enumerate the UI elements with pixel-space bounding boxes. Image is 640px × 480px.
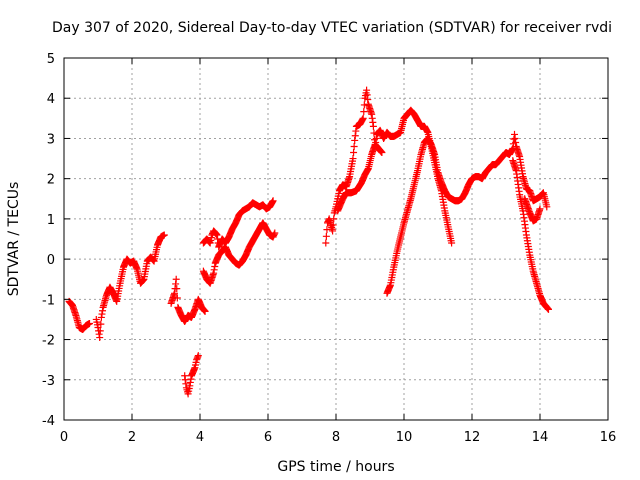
data-point [160, 231, 168, 239]
data-point [349, 155, 357, 163]
data-point [329, 227, 337, 235]
data-point [350, 142, 358, 150]
x-axis-label: GPS time / hours [277, 459, 394, 475]
data-point [172, 275, 180, 283]
data-point [360, 101, 368, 109]
data-point [350, 149, 358, 157]
x-tick-label: 2 [128, 430, 136, 445]
data-point [173, 294, 181, 302]
data-point [96, 327, 104, 335]
data-point [543, 203, 551, 211]
y-tick-label: -1 [42, 293, 55, 308]
data-point [201, 307, 209, 315]
y-tick-label: 4 [47, 92, 55, 107]
y-tick-label: 0 [47, 253, 55, 268]
y-tick-label: 1 [47, 213, 55, 228]
x-tick-label: 6 [264, 430, 272, 445]
data-point [322, 239, 330, 247]
x-tick-label: 14 [532, 430, 549, 445]
y-tick-label: -4 [42, 414, 55, 429]
chart-title: Day 307 of 2020, Sidereal Day-to-day VTE… [52, 20, 612, 36]
data-point [269, 197, 277, 205]
x-tick-label: 12 [464, 430, 481, 445]
y-tick-label: -3 [42, 374, 55, 389]
data-point [322, 232, 330, 240]
data-point [448, 239, 456, 247]
data-point [369, 122, 377, 130]
data-point [360, 108, 368, 116]
data-point [173, 285, 181, 293]
data-point [194, 352, 202, 360]
x-tick-label: 8 [332, 430, 340, 445]
y-axis-label: SDTVAR / TECUs [6, 182, 22, 297]
data-point [545, 305, 552, 313]
x-tick-label: 0 [60, 430, 68, 445]
data-points [65, 86, 552, 398]
data-point [536, 205, 544, 213]
y-tick-label: 3 [47, 132, 55, 147]
y-tick-label: 5 [47, 52, 55, 67]
data-point [96, 334, 104, 342]
y-tick-label: -2 [42, 334, 55, 349]
y-tick-label: 2 [47, 173, 55, 188]
data-point [378, 149, 386, 157]
data-point [329, 221, 337, 229]
data-point [86, 319, 93, 327]
data-point [97, 320, 105, 328]
x-tick-label: 16 [600, 430, 617, 445]
x-tick-label: 10 [396, 430, 413, 445]
x-tick-label: 4 [196, 430, 204, 445]
data-point [359, 114, 367, 122]
data-point [271, 229, 279, 237]
data-point [330, 215, 338, 223]
